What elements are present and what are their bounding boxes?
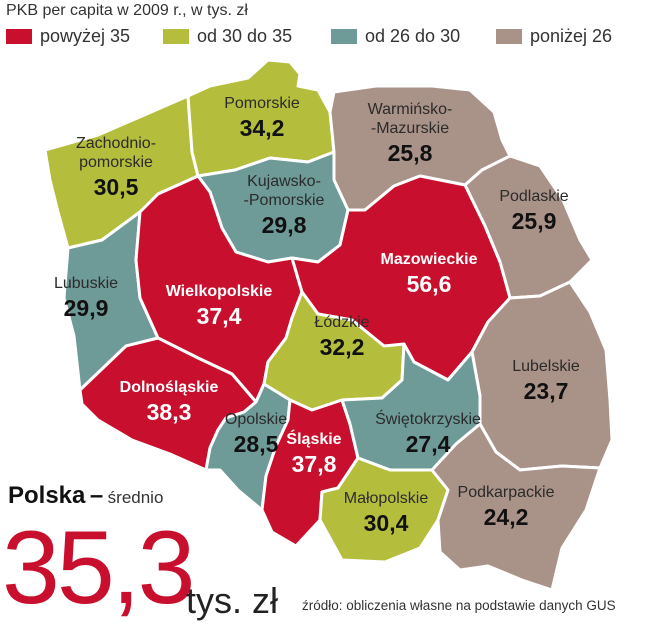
source-note: źródło: obliczenia własne na podstawie d… [302,598,616,613]
legend-label: poniżej 26 [530,25,613,46]
region-name: Zachodnio- [76,135,156,152]
region-value: 29,8 [262,212,307,238]
region-value: 25,9 [512,208,557,234]
region-value: 29,9 [64,295,109,321]
region-value: 32,2 [320,334,365,360]
region-malopolskie [318,456,450,564]
region-label-kujawsko-pomorskie: Kujawsko- -Pomorskie 29,8 [244,173,325,238]
region-name: Podkarpackie [458,484,555,501]
legend-label: od 26 do 30 [365,25,461,46]
national-average-heading: Polska – średnio [8,482,163,510]
region-value: 30,4 [364,510,409,536]
legend-item-26-30: od 26 do 30 [331,26,460,46]
legend-item-above-35: powyżej 35 [6,26,130,46]
country-name: Polska [8,482,86,509]
region-value: 28,5 [234,431,279,457]
region-label-malopolskie: Małopolskie 30,4 [344,490,429,536]
region-name: Kujawsko- [247,173,321,190]
region-value: 56,6 [407,271,452,297]
region-name: Mazowieckie [381,251,478,268]
region-value: 23,7 [524,378,569,404]
region-name: Łódzkie [314,314,369,331]
region-label-dolnoslaskie: Dolnośląskie 38,3 [120,379,219,425]
legend-item-30-35: od 30 do 35 [163,26,292,46]
region-name: Małopolskie [344,490,429,507]
region-label-wielkopolskie: Wielkopolskie 37,4 [166,283,273,329]
legend-label: od 30 do 35 [197,25,293,46]
region-podkarpackie [430,422,602,592]
national-average-unit: tys. zł [186,580,279,621]
region-name: Pomorskie [224,95,300,112]
region-name: -Mazurskie [371,120,449,137]
average-dash: – [89,482,104,509]
region-label-swietokrzyskie: Świętokrzyskie 27,4 [375,409,481,457]
region-label-mazowieckie: Mazowieckie 56,6 [381,251,478,297]
region-name: Świętokrzyskie [375,409,481,428]
region-value: 30,5 [94,174,139,200]
region-value: 37,4 [197,303,242,329]
region-label-zachodniopomorskie: Zachodnio-pomorskie 30,5 [76,135,156,200]
legend-swatch [496,28,522,44]
region-label-podkarpackie: Podkarpackie 24,2 [458,484,555,530]
legend-item-below-26: poniżej 26 [496,26,612,46]
legend-label: powyżej 35 [40,25,131,46]
region-name: Dolnośląskie [120,379,219,396]
region-name: Warmińsko- [368,101,453,118]
infographic-title: PKB per capita w 2009 r., w tys. zł [6,2,248,19]
region-value: 37,8 [292,451,337,477]
region-label-lubelskie: Lubelskie 23,7 [512,358,580,404]
region-label-lodzkie: Łódzkie 32,2 [314,314,369,360]
region-value: 25,8 [388,140,433,166]
region-name: -Pomorskie [244,192,325,209]
region-label-pomorskie: Pomorskie 34,2 [224,95,300,141]
region-label-opolskie: Opolskie 28,5 [225,411,287,457]
region-value: 27,4 [406,431,451,457]
legend-swatch [331,28,357,44]
region-value: 38,3 [147,399,192,425]
region-label-podlaskie: Podlaskie 25,9 [499,188,568,234]
region-name: Wielkopolskie [166,283,273,300]
region-name: Opolskie [225,411,287,428]
region-label-warminsko-mazurskie: Warmińsko- -Mazurskie 25,8 [368,101,453,166]
region-label-slaskie: Śląskie 37,8 [286,429,341,477]
region-name: Podlaskie [499,188,568,205]
region-value: 24,2 [484,504,529,530]
legend-swatch [6,28,32,44]
region-name: Śląskie [286,429,341,448]
national-average-value: 35,3 [2,510,195,626]
region-name: pomorskie [79,154,153,171]
region-name: Lubuskie [54,275,118,292]
region-value: 34,2 [240,115,285,141]
region-name: Lubelskie [512,358,580,375]
average-label: średnio [107,488,164,507]
legend-swatch [163,28,189,44]
region-label-lubuskie: Lubuskie 29,9 [54,275,118,321]
